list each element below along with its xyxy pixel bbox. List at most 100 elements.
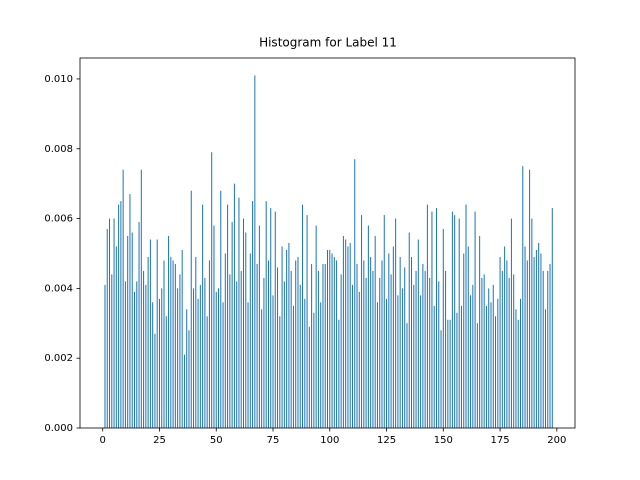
bar — [277, 267, 279, 428]
bar — [288, 243, 290, 428]
bar — [272, 295, 274, 428]
bar — [349, 243, 351, 428]
bar — [149, 239, 151, 428]
bar — [183, 354, 185, 428]
bar — [256, 263, 258, 428]
bar — [240, 270, 242, 428]
bar — [231, 222, 233, 428]
bar — [229, 274, 231, 428]
bar — [540, 253, 542, 428]
bar — [451, 211, 453, 428]
bar — [113, 218, 115, 428]
bar — [474, 211, 476, 428]
bar — [435, 208, 438, 428]
bar — [420, 295, 422, 428]
bar — [168, 236, 170, 428]
bar — [438, 281, 440, 428]
bar — [515, 309, 517, 428]
bar — [179, 274, 181, 428]
bar — [361, 215, 363, 428]
bar — [127, 236, 129, 428]
bar — [497, 298, 499, 428]
bar — [485, 305, 487, 428]
bar — [345, 239, 347, 428]
bar — [463, 253, 465, 428]
bar — [431, 211, 433, 428]
bar — [206, 316, 208, 428]
bar — [342, 236, 344, 428]
bar — [395, 218, 397, 428]
bar — [519, 298, 522, 428]
bar — [197, 298, 199, 428]
bar — [338, 319, 340, 428]
y-tick-label: 0.008 — [44, 144, 73, 155]
bar — [358, 291, 360, 428]
bar — [513, 274, 515, 428]
bar — [454, 215, 456, 428]
bar — [227, 204, 229, 428]
bar — [115, 246, 117, 428]
bar — [104, 284, 106, 428]
bar — [524, 246, 526, 428]
bar — [170, 256, 172, 428]
bar — [340, 274, 342, 428]
bar — [270, 208, 272, 428]
bar — [111, 274, 113, 428]
bar — [470, 295, 472, 428]
bar — [544, 309, 546, 428]
bar — [254, 75, 256, 429]
bar — [133, 291, 136, 428]
bar — [336, 260, 338, 428]
bar — [386, 298, 388, 428]
bar — [510, 218, 512, 428]
bar — [442, 229, 444, 428]
bar — [490, 302, 492, 428]
bar — [249, 253, 251, 428]
bar — [517, 319, 519, 428]
bar — [290, 270, 292, 428]
bar — [258, 225, 260, 428]
bar — [404, 267, 406, 428]
bar — [381, 260, 383, 428]
bar — [313, 312, 315, 428]
bar — [354, 159, 356, 428]
bar — [222, 302, 224, 428]
y-tick-label: 0.000 — [44, 423, 73, 434]
bar — [320, 302, 322, 428]
bar — [456, 312, 458, 428]
x-tick-label: 175 — [491, 435, 510, 446]
bar — [326, 249, 329, 428]
bar — [317, 270, 319, 428]
bar — [329, 249, 331, 428]
bar — [217, 288, 220, 428]
bar — [181, 249, 183, 428]
bar — [367, 225, 369, 428]
bar — [324, 263, 326, 428]
bar — [472, 284, 474, 428]
bar — [488, 288, 490, 428]
bar — [551, 208, 553, 428]
bar — [413, 284, 415, 428]
bar — [204, 277, 206, 428]
bar — [152, 302, 154, 428]
bar — [156, 239, 158, 428]
bar — [297, 256, 299, 428]
y-tick-label: 0.002 — [44, 353, 73, 364]
bar — [158, 298, 160, 428]
bar — [370, 256, 372, 428]
bar — [408, 232, 410, 428]
bar — [424, 270, 426, 428]
bar — [531, 218, 533, 428]
bar — [440, 330, 442, 428]
bar — [302, 204, 304, 428]
x-tick-label: 50 — [210, 435, 223, 446]
bar — [213, 225, 215, 428]
bar — [211, 152, 213, 428]
bar — [465, 204, 467, 428]
x-tick-label: 200 — [547, 435, 566, 446]
bar — [131, 232, 133, 428]
chart-title: Histogram for Label 11 — [259, 36, 397, 50]
bar — [481, 277, 483, 428]
